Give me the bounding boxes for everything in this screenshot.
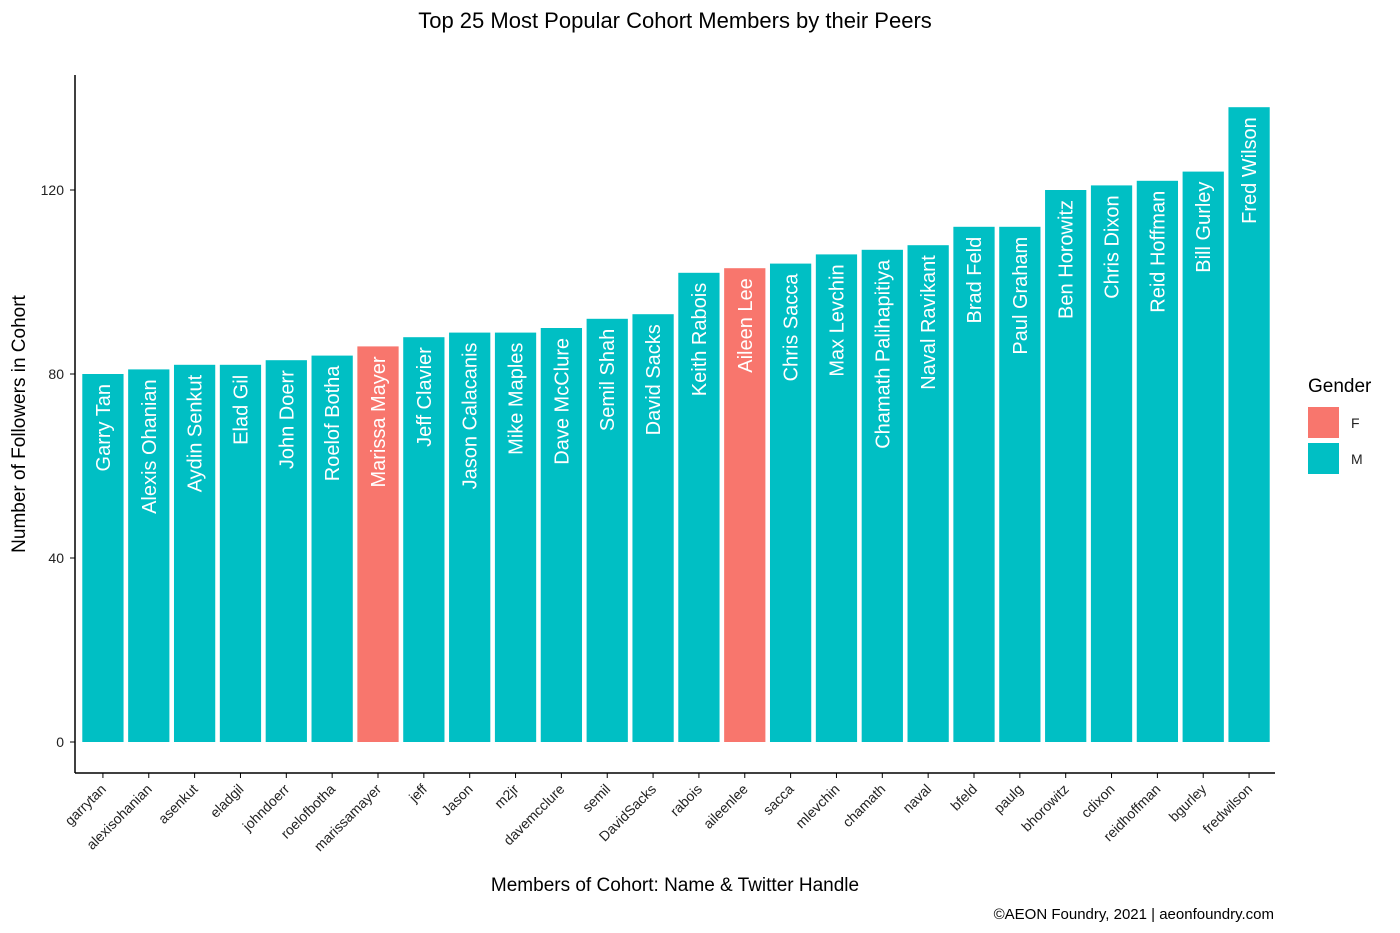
bar-name-label: Bill Gurley — [1193, 182, 1215, 273]
bar — [173, 364, 216, 742]
bar-name-label: Jason Calacanis — [460, 343, 482, 490]
bar — [1136, 180, 1179, 743]
x-tick-label: bfeld — [947, 781, 980, 814]
x-tick-label: paulg — [990, 781, 1026, 817]
bar-name-label: Keith Rabois — [689, 283, 711, 396]
y-tick-label: 80 — [48, 366, 64, 382]
bar — [815, 254, 858, 742]
x-tick-label: jeff — [405, 781, 430, 806]
bar-name-label: Reid Hoffman — [1147, 191, 1169, 313]
bar — [449, 332, 491, 742]
bar — [953, 226, 995, 743]
bar-name-label: David Sacks — [643, 324, 665, 435]
bar-name-label: Elad Gil — [230, 375, 252, 445]
chart-caption: ©AEON Foundry, 2021 | aeonfoundry.com — [994, 906, 1274, 923]
bar — [769, 263, 812, 742]
x-tick-label: eladgil — [207, 781, 247, 821]
x-axis-title: Members of Cohort: Name & Twitter Handle — [491, 875, 859, 896]
bar-name-label: Max Levchin — [826, 264, 848, 376]
x-tick-label: rabois — [667, 781, 705, 819]
bar-name-label: Chris Dixon — [1102, 195, 1124, 298]
bar-name-label: Chamath Palihapitiya — [872, 259, 894, 449]
legend-swatch — [1308, 407, 1339, 438]
x-tick-label: mlevchin — [792, 781, 842, 831]
bar-name-label: Dave McClure — [551, 338, 573, 465]
bar-name-label: Marissa Mayer — [368, 356, 390, 487]
bar — [1228, 107, 1270, 742]
bar — [1090, 185, 1133, 742]
bar-name-label: Roelof Botha — [322, 365, 344, 482]
bar-name-label: Fred Wilson — [1239, 117, 1261, 224]
x-tick-label: semil — [579, 781, 613, 815]
x-tick-label: fredwilson — [1199, 781, 1255, 837]
bar-name-label: Garry Tan — [93, 384, 115, 471]
bar — [724, 268, 766, 742]
x-tick-label: chamath — [839, 781, 888, 830]
legend: Gender FM — [1308, 376, 1372, 474]
bar-name-label: Ben Horowitz — [1056, 200, 1078, 319]
bar-name-label: Aydin Senkut — [185, 374, 207, 492]
legend-title: Gender — [1308, 376, 1372, 397]
bar — [678, 272, 720, 742]
bar — [357, 346, 399, 742]
bar — [1182, 171, 1224, 743]
x-tick-label: Jason — [438, 781, 476, 819]
y-tick-label: 120 — [41, 182, 65, 198]
x-tick-label: naval — [899, 781, 934, 816]
bar-name-label: Brad Feld — [964, 237, 986, 324]
bar — [265, 360, 307, 742]
bar — [219, 364, 262, 742]
x-tick-label: bhorowitz — [1018, 781, 1072, 835]
bar — [82, 374, 124, 742]
bar — [999, 226, 1041, 743]
x-tick-label: sacca — [760, 781, 797, 818]
legend-swatch — [1308, 443, 1339, 474]
bar-name-label: Aileen Lee — [735, 278, 757, 373]
bar-name-label: Paul Graham — [1010, 237, 1032, 355]
bar-name-label: Semil Shah — [597, 329, 619, 431]
bar — [403, 337, 445, 742]
legend-label: F — [1351, 415, 1360, 431]
bar — [861, 249, 903, 743]
bar-name-label: Chris Sacca — [781, 273, 803, 382]
bar — [311, 355, 353, 742]
x-tick-label: bgurley — [1166, 781, 1210, 825]
bar-name-label: Jeff Clavier — [414, 347, 436, 447]
bar — [586, 318, 628, 742]
bar — [632, 314, 674, 742]
bar-name-label: Naval Ravikant — [918, 255, 940, 390]
bar-name-label: John Doerr — [276, 370, 298, 469]
x-tick-label: aileenlee — [700, 781, 751, 832]
bar — [907, 245, 949, 742]
x-tick-label: m2jr — [491, 781, 522, 812]
bar — [540, 328, 583, 742]
y-tick-label: 40 — [48, 550, 64, 566]
bar-name-label: Alexis Ohanian — [139, 379, 161, 514]
legend-items: FM — [1308, 407, 1363, 474]
y-tick-label: 0 — [56, 734, 64, 750]
chart-title: Top 25 Most Popular Cohort Members by th… — [418, 8, 932, 33]
y-axis-title: Number of Followers in Cohort — [9, 294, 30, 552]
x-tick-label: cdixon — [1078, 781, 1118, 821]
bar — [494, 332, 537, 742]
x-tick-label: asenkut — [155, 781, 201, 827]
legend-label: M — [1351, 451, 1363, 467]
bar — [1045, 190, 1087, 742]
bar — [128, 369, 170, 742]
bar-name-label: Mike Maples — [506, 343, 528, 455]
